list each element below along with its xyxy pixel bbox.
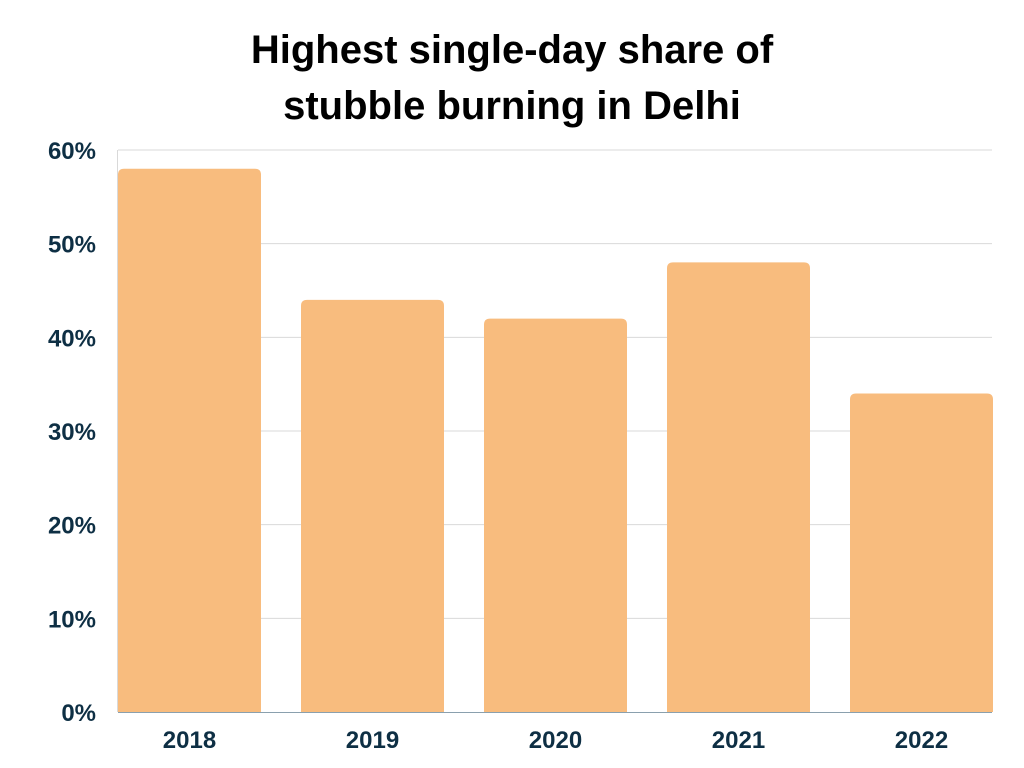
chart-title-line-2: stubble burning in Delhi (283, 84, 741, 128)
y-tick-label: 50% (48, 232, 96, 259)
bar (850, 393, 993, 712)
x-tick-labels: 2018 2019 2020 2021 2022 (163, 727, 948, 754)
bars (118, 168, 993, 712)
bar (484, 318, 627, 712)
x-tick-label: 2018 (163, 727, 216, 754)
y-tick-label: 20% (48, 513, 96, 540)
y-tick-label: 60% (48, 138, 96, 165)
y-tick-label: 40% (48, 325, 96, 352)
y-tick-label: 0% (61, 700, 96, 727)
x-tick-label: 2021 (712, 727, 765, 754)
bar (667, 262, 810, 712)
axes (117, 150, 992, 713)
y-tick-label: 30% (48, 419, 96, 446)
chart-title-line-1: Highest single-day share of (250, 28, 774, 72)
chart-title: Highest single-day share of stubble burn… (0, 22, 1024, 134)
bar (118, 168, 261, 712)
x-tick-label: 2022 (895, 727, 948, 754)
bar (301, 299, 444, 712)
x-tick-label: 2020 (529, 727, 582, 754)
y-tick-labels: 0% 10% 20% 30% 40% 50% 60% (48, 138, 96, 727)
x-tick-label: 2019 (346, 727, 399, 754)
y-tick-label: 10% (48, 606, 96, 633)
